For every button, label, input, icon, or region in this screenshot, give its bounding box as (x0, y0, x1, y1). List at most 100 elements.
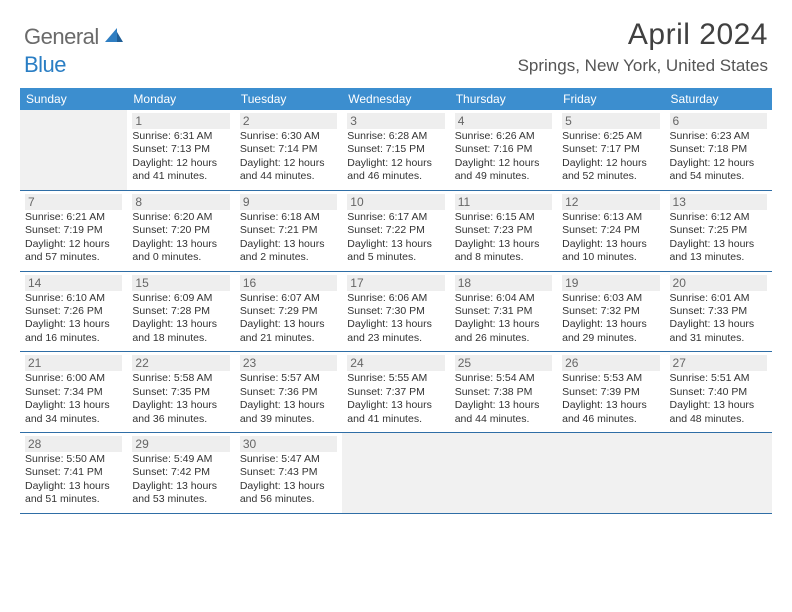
day-number: 28 (25, 436, 122, 452)
daylight-text: and 34 minutes. (25, 413, 122, 426)
day-cell: 11Sunrise: 6:15 AMSunset: 7:23 PMDayligh… (450, 191, 557, 271)
sunrise-text: Sunrise: 6:15 AM (455, 211, 552, 224)
daylight-text: and 44 minutes. (240, 170, 337, 183)
sunset-text: Sunset: 7:37 PM (347, 386, 444, 399)
sunset-text: Sunset: 7:36 PM (240, 386, 337, 399)
daylight-text: Daylight: 12 hours (562, 157, 659, 170)
daylight-text: and 54 minutes. (670, 170, 767, 183)
daylight-text: Daylight: 13 hours (132, 480, 229, 493)
day-header: Tuesday (235, 88, 342, 110)
day-number: 14 (25, 275, 122, 291)
sunset-text: Sunset: 7:28 PM (132, 305, 229, 318)
daylight-text: Daylight: 13 hours (562, 318, 659, 331)
sunset-text: Sunset: 7:33 PM (670, 305, 767, 318)
week-row: 14Sunrise: 6:10 AMSunset: 7:26 PM Dayligh… (20, 272, 772, 353)
daylight-text: and 23 minutes. (347, 332, 444, 345)
day-cell: 23Sunrise: 5:57 AMSunset: 7:36 PMDayligh… (235, 352, 342, 432)
daylight-text: Daylight: 13 hours (670, 238, 767, 251)
sunrise-text: Sunrise: 6:25 AM (562, 130, 659, 143)
day-cell: 9Sunrise: 6:18 AMSunset: 7:21 PMDaylight… (235, 191, 342, 271)
daylight-text: Daylight: 13 hours (240, 480, 337, 493)
sunrise-text: Sunrise: 6:09 AM (132, 292, 229, 305)
daylight-text: Daylight: 13 hours (455, 238, 552, 251)
sunrise-text: Sunrise: 6:30 AM (240, 130, 337, 143)
day-cell: 5Sunrise: 6:25 AMSunset: 7:17 PMDaylight… (557, 110, 664, 190)
day-header: Thursday (450, 88, 557, 110)
daylight-text: and 46 minutes. (562, 413, 659, 426)
sunrise-text: Sunrise: 6:26 AM (455, 130, 552, 143)
daylight-text: and 16 minutes. (25, 332, 122, 345)
day-cell: 14Sunrise: 6:10 AMSunset: 7:26 PMDayligh… (20, 272, 127, 352)
sunset-text: Sunset: 7:20 PM (132, 224, 229, 237)
day-cell: 26Sunrise: 5:53 AMSunset: 7:39 PMDayligh… (557, 352, 664, 432)
sunrise-text: Sunrise: 6:04 AM (455, 292, 552, 305)
sunset-text: Sunset: 7:19 PM (25, 224, 122, 237)
sunrise-text: Sunrise: 6:10 AM (25, 292, 122, 305)
sunrise-text: Sunrise: 6:00 AM (25, 372, 122, 385)
daylight-text: and 0 minutes. (132, 251, 229, 264)
day-cell: 30Sunrise: 5:47 AMSunset: 7:43 PMDayligh… (235, 433, 342, 513)
day-cell: 22Sunrise: 5:58 AMSunset: 7:35 PMDayligh… (127, 352, 234, 432)
daylight-text: Daylight: 13 hours (562, 238, 659, 251)
sunset-text: Sunset: 7:29 PM (240, 305, 337, 318)
sunset-text: Sunset: 7:38 PM (455, 386, 552, 399)
sunrise-text: Sunrise: 5:47 AM (240, 453, 337, 466)
day-number: 9 (240, 194, 337, 210)
week-row: 28Sunrise: 5:50 AMSunset: 7:41 PMDayligh… (20, 433, 772, 514)
empty-cell (557, 433, 664, 513)
sunrise-text: Sunrise: 6:23 AM (670, 130, 767, 143)
week-row: 1Sunrise: 6:31 AMSunset: 7:13 PMDaylight… (20, 110, 772, 191)
daylight-text: Daylight: 13 hours (25, 399, 122, 412)
day-number: 26 (562, 355, 659, 371)
day-header: Sunday (20, 88, 127, 110)
day-header: Friday (557, 88, 664, 110)
daylight-text: and 57 minutes. (25, 251, 122, 264)
daylight-text: Daylight: 13 hours (240, 318, 337, 331)
daylight-text: and 53 minutes. (132, 493, 229, 506)
sunrise-text: Sunrise: 6:07 AM (240, 292, 337, 305)
daylight-text: and 52 minutes. (562, 170, 659, 183)
day-cell: 10Sunrise: 6:17 AMSunset: 7:22 PMDayligh… (342, 191, 449, 271)
day-number: 30 (240, 436, 337, 452)
logo: General (24, 18, 127, 50)
day-cell: 28Sunrise: 5:50 AMSunset: 7:41 PMDayligh… (20, 433, 127, 513)
daylight-text: and 46 minutes. (347, 170, 444, 183)
day-number: 10 (347, 194, 444, 210)
daylight-text: and 10 minutes. (562, 251, 659, 264)
sunrise-text: Sunrise: 5:58 AM (132, 372, 229, 385)
day-number: 13 (670, 194, 767, 210)
day-number: 4 (455, 113, 552, 129)
daylight-text: and 36 minutes. (132, 413, 229, 426)
day-number: 7 (25, 194, 122, 210)
day-cell: 6Sunrise: 6:23 AMSunset: 7:18 PMDaylight… (665, 110, 772, 190)
daylight-text: Daylight: 12 hours (670, 157, 767, 170)
sunset-text: Sunset: 7:22 PM (347, 224, 444, 237)
day-number: 24 (347, 355, 444, 371)
day-cell: 29Sunrise: 5:49 AMSunset: 7:42 PMDayligh… (127, 433, 234, 513)
sunrise-text: Sunrise: 5:57 AM (240, 372, 337, 385)
day-cell: 4Sunrise: 6:26 AMSunset: 7:16 PMDaylight… (450, 110, 557, 190)
empty-cell (665, 433, 772, 513)
week-row: 7Sunrise: 6:21 AMSunset: 7:19 PMDaylight… (20, 191, 772, 272)
sunset-text: Sunset: 7:40 PM (670, 386, 767, 399)
day-cell: 25Sunrise: 5:54 AMSunset: 7:38 PMDayligh… (450, 352, 557, 432)
sunset-text: Sunset: 7:30 PM (347, 305, 444, 318)
sunset-text: Sunset: 7:43 PM (240, 466, 337, 479)
empty-cell (342, 433, 449, 513)
daylight-text: Daylight: 13 hours (132, 318, 229, 331)
header: General April 2024 Springs, New York, Un… (0, 0, 792, 80)
day-cell: 2Sunrise: 6:30 AMSunset: 7:14 PMDaylight… (235, 110, 342, 190)
daylight-text: and 31 minutes. (670, 332, 767, 345)
day-cell: 12Sunrise: 6:13 AMSunset: 7:24 PMDayligh… (557, 191, 664, 271)
sunset-text: Sunset: 7:26 PM (25, 305, 122, 318)
logo-text-blue: Blue (24, 52, 66, 77)
daylight-text: and 41 minutes. (132, 170, 229, 183)
day-header: Saturday (665, 88, 772, 110)
daylight-text: Daylight: 12 hours (132, 157, 229, 170)
sunset-text: Sunset: 7:14 PM (240, 143, 337, 156)
daylight-text: Daylight: 12 hours (25, 238, 122, 251)
daylight-text: Daylight: 13 hours (132, 399, 229, 412)
empty-cell (450, 433, 557, 513)
sunset-text: Sunset: 7:34 PM (25, 386, 122, 399)
day-header: Wednesday (342, 88, 449, 110)
